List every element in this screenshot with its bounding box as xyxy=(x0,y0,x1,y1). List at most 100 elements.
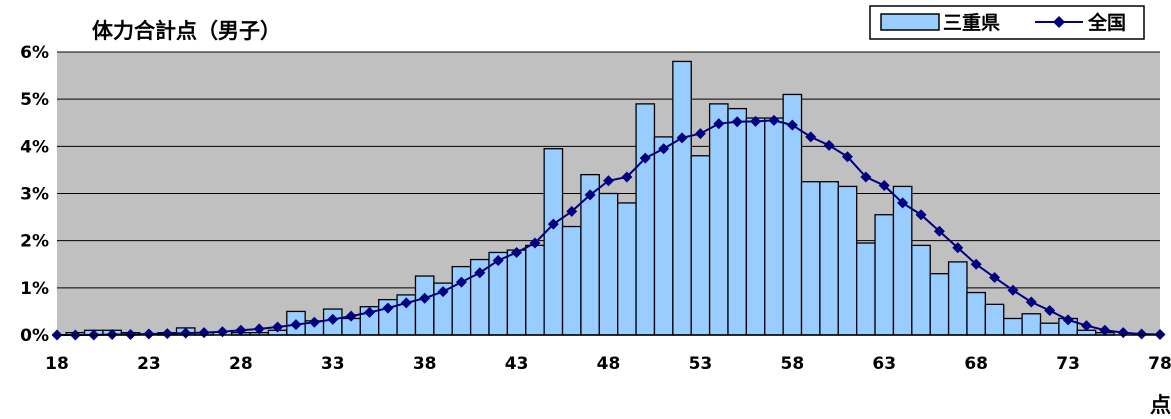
line-marker xyxy=(750,115,762,127)
x-tick-label: 58 xyxy=(780,354,804,374)
bar xyxy=(856,242,876,336)
line-marker xyxy=(970,258,982,270)
line-marker xyxy=(308,316,320,328)
line-marker xyxy=(511,246,523,258)
x-tick-label: 38 xyxy=(413,354,437,374)
line-marker xyxy=(547,218,559,230)
x-tick-label: 43 xyxy=(505,354,529,374)
bar xyxy=(543,148,564,336)
line-marker xyxy=(345,310,357,322)
bar xyxy=(617,202,637,336)
line-marker xyxy=(897,197,909,209)
bar xyxy=(984,303,1005,336)
line-marker xyxy=(989,271,1001,283)
line-marker xyxy=(786,119,798,131)
bar xyxy=(506,249,527,336)
line-marker xyxy=(1080,320,1092,332)
y-tick-label: 4% xyxy=(20,137,49,157)
bar xyxy=(561,225,582,336)
line-marker xyxy=(492,254,504,266)
line-marker xyxy=(1007,284,1019,296)
x-axis-unit-label: 点 xyxy=(1150,393,1171,417)
line-marker xyxy=(474,267,486,279)
line-marker xyxy=(713,118,725,130)
line-marker xyxy=(731,116,743,128)
bar xyxy=(764,117,784,336)
line-marker xyxy=(823,139,835,151)
line-marker xyxy=(272,321,284,333)
legend-label-bar: 三重県 xyxy=(943,12,1000,34)
x-tick-label: 73 xyxy=(1056,354,1080,374)
line-marker xyxy=(1099,324,1111,336)
x-tick-label: 33 xyxy=(321,354,345,374)
y-tick-label: 1% xyxy=(20,279,49,299)
bar xyxy=(947,261,968,336)
x-axis-ticks: 18 23 28 33 38 43 48 53 58 63 68 73 78 xyxy=(45,354,1171,374)
line-marker xyxy=(290,319,302,331)
line-marker xyxy=(419,292,431,304)
bar xyxy=(800,181,821,336)
line-marker xyxy=(603,175,614,187)
bar xyxy=(653,136,674,336)
bar xyxy=(966,291,987,336)
legend-swatch-bar xyxy=(880,13,940,31)
legend: 三重県 全国 xyxy=(869,5,1145,40)
line-marker xyxy=(253,323,265,335)
chart-title: 体力合計点（男子） xyxy=(92,19,281,43)
line-marker xyxy=(235,324,247,336)
bar xyxy=(929,273,950,336)
bar xyxy=(727,107,748,336)
line-marker xyxy=(455,276,467,288)
bar xyxy=(414,275,435,336)
line-marker xyxy=(382,302,394,314)
x-tick-label: 63 xyxy=(872,354,896,374)
line-marker xyxy=(860,171,872,183)
bar xyxy=(690,155,711,336)
bar xyxy=(525,244,545,336)
line-marker xyxy=(327,313,339,325)
bar xyxy=(1021,313,1042,336)
line-marker xyxy=(364,306,376,318)
line-marker xyxy=(1062,314,1074,326)
line-marker xyxy=(161,328,173,340)
line-marker xyxy=(915,209,927,221)
bar xyxy=(635,103,656,336)
line-marker xyxy=(566,205,578,217)
bar xyxy=(892,185,913,336)
x-tick-label: 53 xyxy=(689,354,713,374)
x-tick-label: 18 xyxy=(45,354,69,374)
line-marker xyxy=(768,114,780,126)
line-marker xyxy=(676,132,688,144)
line-marker xyxy=(180,327,192,339)
line-marker xyxy=(658,143,670,155)
y-tick-label: 3% xyxy=(20,185,49,205)
line-marker xyxy=(400,297,412,309)
bar xyxy=(672,60,692,336)
bar xyxy=(874,214,895,336)
bar xyxy=(819,181,839,336)
bar xyxy=(911,244,931,336)
bar xyxy=(837,185,858,336)
y-tick-label: 6% xyxy=(20,43,49,63)
bar xyxy=(1003,317,1023,336)
x-tick-label: 68 xyxy=(964,354,988,374)
legend-swatch-marker xyxy=(1053,16,1065,28)
line-marker xyxy=(1044,304,1056,316)
line-marker xyxy=(933,225,945,237)
x-tick-label: 28 xyxy=(229,354,253,374)
line-marker xyxy=(841,151,853,163)
x-tick-label: 23 xyxy=(137,354,161,374)
bar xyxy=(745,117,766,336)
y-axis-ticks: 0% 1% 2% 3% 4% 5% 6% xyxy=(20,43,49,346)
line-marker xyxy=(952,242,964,254)
x-tick-label: 48 xyxy=(597,354,621,374)
line-series-national xyxy=(51,114,1166,341)
line-marker xyxy=(639,152,651,164)
bar xyxy=(708,103,729,336)
line-marker xyxy=(437,286,449,298)
bar xyxy=(1039,322,1060,336)
line-marker xyxy=(143,328,155,340)
y-tick-label: 0% xyxy=(20,326,49,346)
line-marker xyxy=(1136,328,1148,340)
